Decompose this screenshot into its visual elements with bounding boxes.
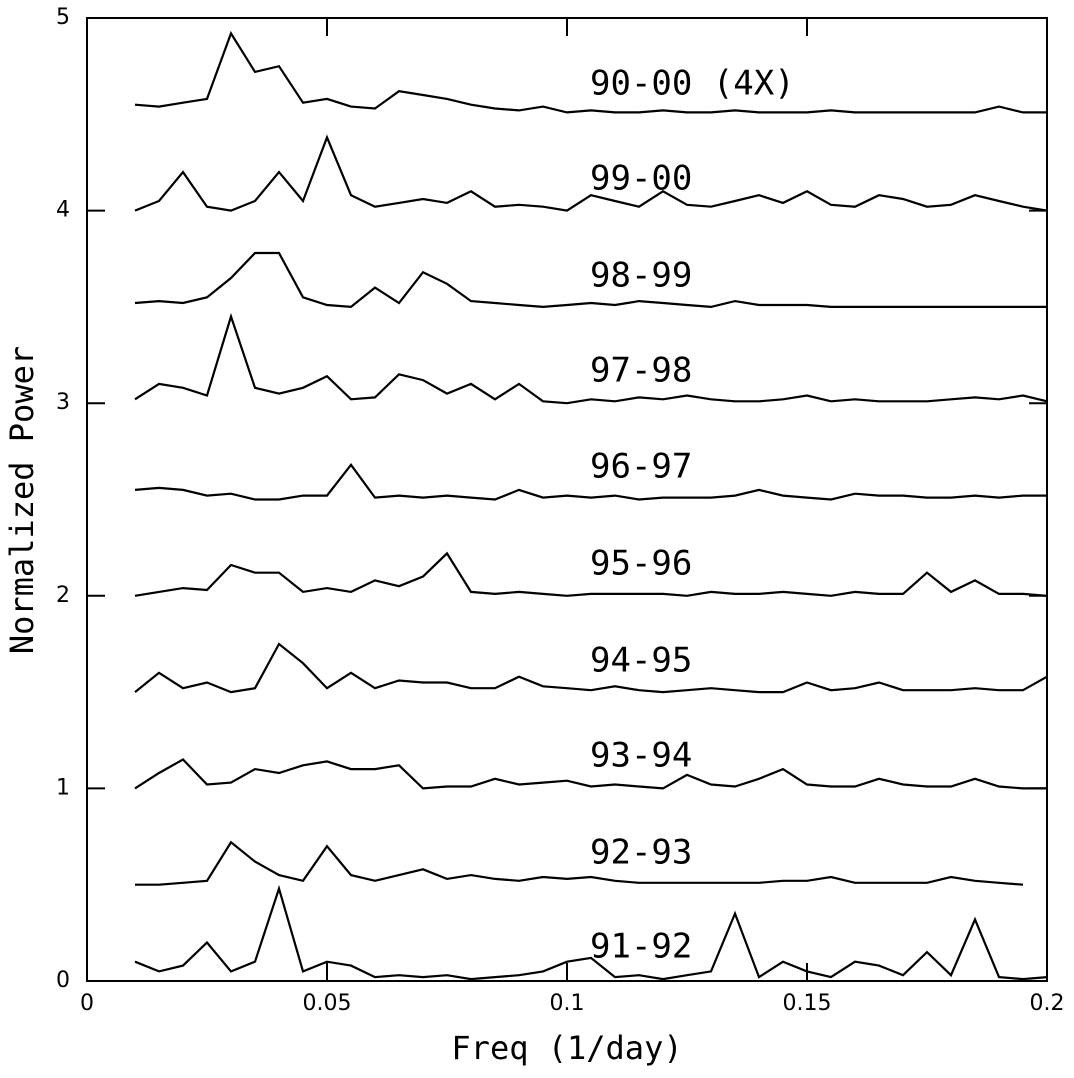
power-line [135,840,1024,886]
power-line [134,884,1048,981]
series-label: 98-99 [590,256,692,296]
series-label: 95-96 [590,544,692,584]
power-line [134,462,1047,501]
y-tick-label: 3 [56,390,70,415]
power-line [134,642,1048,694]
series-label: 92-93 [590,833,692,873]
series-label: 94-95 [590,641,692,681]
y-axis-label: Normalized Power [3,346,41,654]
y-tick-label: 5 [56,5,70,30]
x-tick-label: 0.05 [303,991,352,1016]
x-tick-label: 0 [80,991,94,1016]
y-tick-label: 1 [56,775,70,800]
plot-frame [86,17,1048,982]
power-line [134,758,1047,790]
power-line [134,312,1048,405]
x-axis-label: Freq (1/day) [451,1029,682,1067]
y-tick-label: 0 [56,968,70,993]
series-label: 99-00 [590,159,692,199]
series-label: 97-98 [590,351,692,391]
power-line [134,251,1047,309]
series-label: 96-97 [590,447,692,487]
series-label: 91-92 [590,927,692,967]
y-tick-label: 4 [56,198,70,223]
power-line [134,551,1048,597]
power-line [134,134,1048,212]
power-line [134,30,1047,114]
series-label: 90-00 (4X) [590,64,795,104]
x-tick-label: 0.15 [783,991,832,1016]
x-tick-label: 0.2 [1030,991,1065,1016]
x-tick-label: 0.1 [550,991,585,1016]
y-tick-label: 2 [56,583,70,608]
series-label: 93-94 [590,736,692,776]
